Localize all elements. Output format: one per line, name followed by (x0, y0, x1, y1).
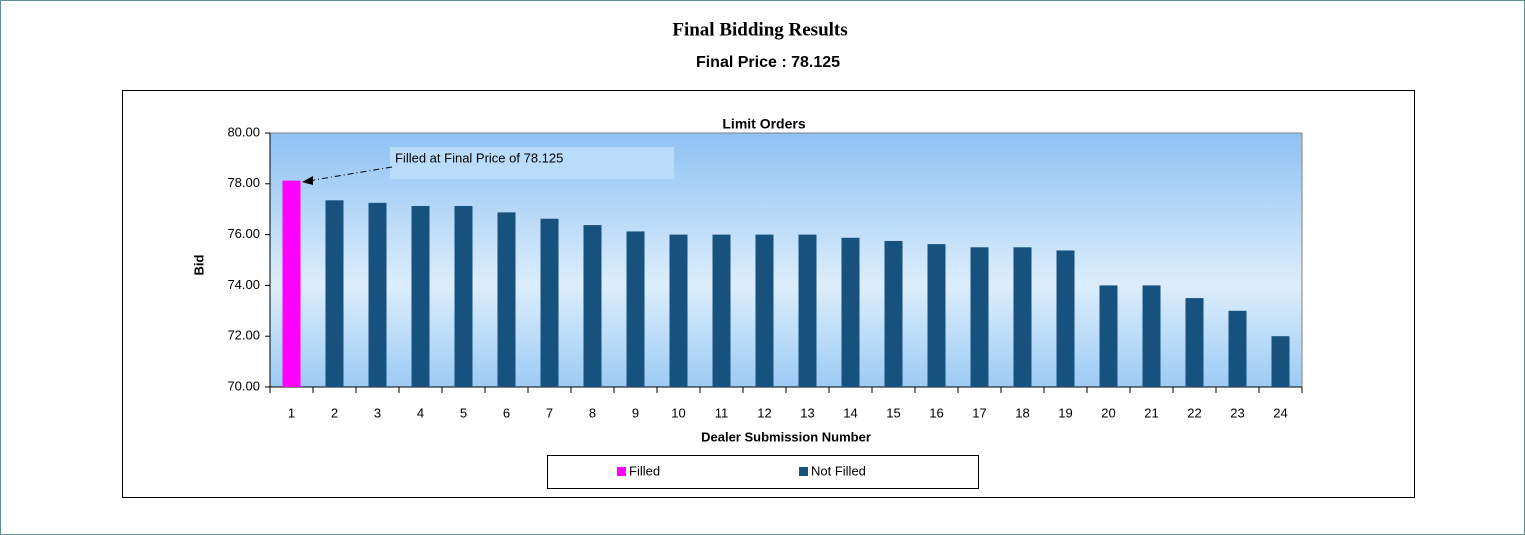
x-tick-label: 7 (546, 405, 553, 420)
x-tick-label: 8 (589, 405, 596, 420)
bar (712, 234, 731, 387)
legend-label: Not Filled (811, 463, 866, 478)
x-tick-label: 4 (417, 405, 424, 420)
bar (1142, 285, 1161, 387)
x-tick-label: 15 (886, 405, 900, 420)
x-tick-label: 17 (972, 405, 986, 420)
bar (755, 234, 774, 387)
bar (626, 231, 645, 387)
bar (1185, 298, 1204, 387)
x-axis-title: Dealer Submission Number (701, 429, 871, 444)
bar (583, 225, 602, 387)
annotation-arrow (307, 166, 393, 182)
x-tick-label: 11 (715, 405, 729, 420)
page-title: Final Bidding Results (672, 19, 847, 40)
legend-swatch (799, 467, 808, 476)
subtitle: Final Price : 78.125 (696, 54, 840, 71)
x-tick-label: 21 (1144, 405, 1158, 420)
x-tick-label: 1 (288, 405, 295, 420)
annotation: Filled at Final Price of 78.125 (395, 150, 563, 165)
x-tick-label: 2 (331, 405, 338, 420)
bar (325, 200, 344, 387)
bar (282, 180, 301, 387)
legend (547, 455, 979, 489)
bar (540, 218, 559, 387)
y-tick-label: 74.00 (227, 277, 260, 292)
legend-label: Filled (629, 463, 660, 478)
x-tick-label: 19 (1058, 405, 1072, 420)
plot-title: Limit Orders (722, 116, 805, 132)
x-tick-label: 20 (1101, 405, 1115, 420)
bar (841, 237, 860, 387)
bar (1056, 250, 1075, 387)
y-tick-label: 80.00 (227, 124, 260, 139)
bar (454, 206, 473, 387)
bar (970, 247, 989, 387)
legend-swatch (617, 467, 626, 476)
y-tick-label: 72.00 (227, 328, 260, 343)
x-tick-label: 6 (503, 405, 510, 420)
bar (1228, 310, 1247, 387)
x-tick-label: 3 (374, 405, 381, 420)
bar (1099, 285, 1118, 387)
x-tick-label: 24 (1273, 405, 1287, 420)
bar (927, 244, 946, 387)
y-tick-label: 70.00 (227, 378, 260, 393)
bar (368, 202, 387, 387)
bar (798, 234, 817, 387)
x-tick-label: 18 (1015, 405, 1029, 420)
bar (669, 234, 688, 387)
arrow-head (302, 176, 313, 185)
x-tick-label: 13 (800, 405, 814, 420)
bar (411, 206, 430, 387)
y-tick-label: 78.00 (227, 175, 260, 190)
x-tick-label: 9 (632, 405, 639, 420)
y-tick-label: 76.00 (227, 226, 260, 241)
bar (884, 240, 903, 387)
bar (497, 212, 516, 387)
bar (1271, 336, 1290, 387)
x-tick-label: 14 (843, 405, 857, 420)
x-tick-label: 5 (460, 405, 467, 420)
y-axis-title: Bid (191, 254, 206, 275)
x-tick-label: 22 (1187, 405, 1201, 420)
x-tick-label: 12 (757, 405, 771, 420)
x-tick-label: 10 (671, 405, 685, 420)
x-tick-label: 16 (929, 405, 943, 420)
annotation-box (390, 147, 674, 179)
bar (1013, 247, 1032, 387)
x-tick-label: 23 (1230, 405, 1244, 420)
